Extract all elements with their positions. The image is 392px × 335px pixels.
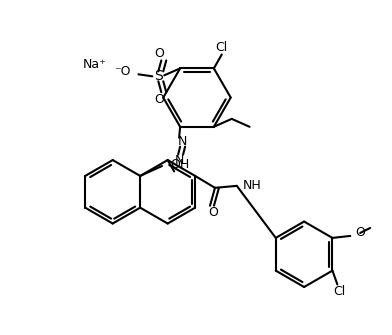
Text: O: O [355, 226, 365, 240]
Text: OH: OH [170, 157, 189, 171]
Text: N: N [174, 154, 184, 167]
Text: O: O [154, 92, 164, 106]
Text: O: O [154, 47, 164, 60]
Text: ⁻O: ⁻O [114, 65, 131, 78]
Text: S: S [154, 69, 163, 83]
Text: Cl: Cl [333, 285, 345, 298]
Text: O: O [208, 206, 218, 219]
Text: Cl: Cl [216, 41, 228, 54]
Text: NH: NH [243, 179, 261, 192]
Text: N: N [178, 135, 187, 148]
Text: Na⁺: Na⁺ [83, 58, 107, 71]
